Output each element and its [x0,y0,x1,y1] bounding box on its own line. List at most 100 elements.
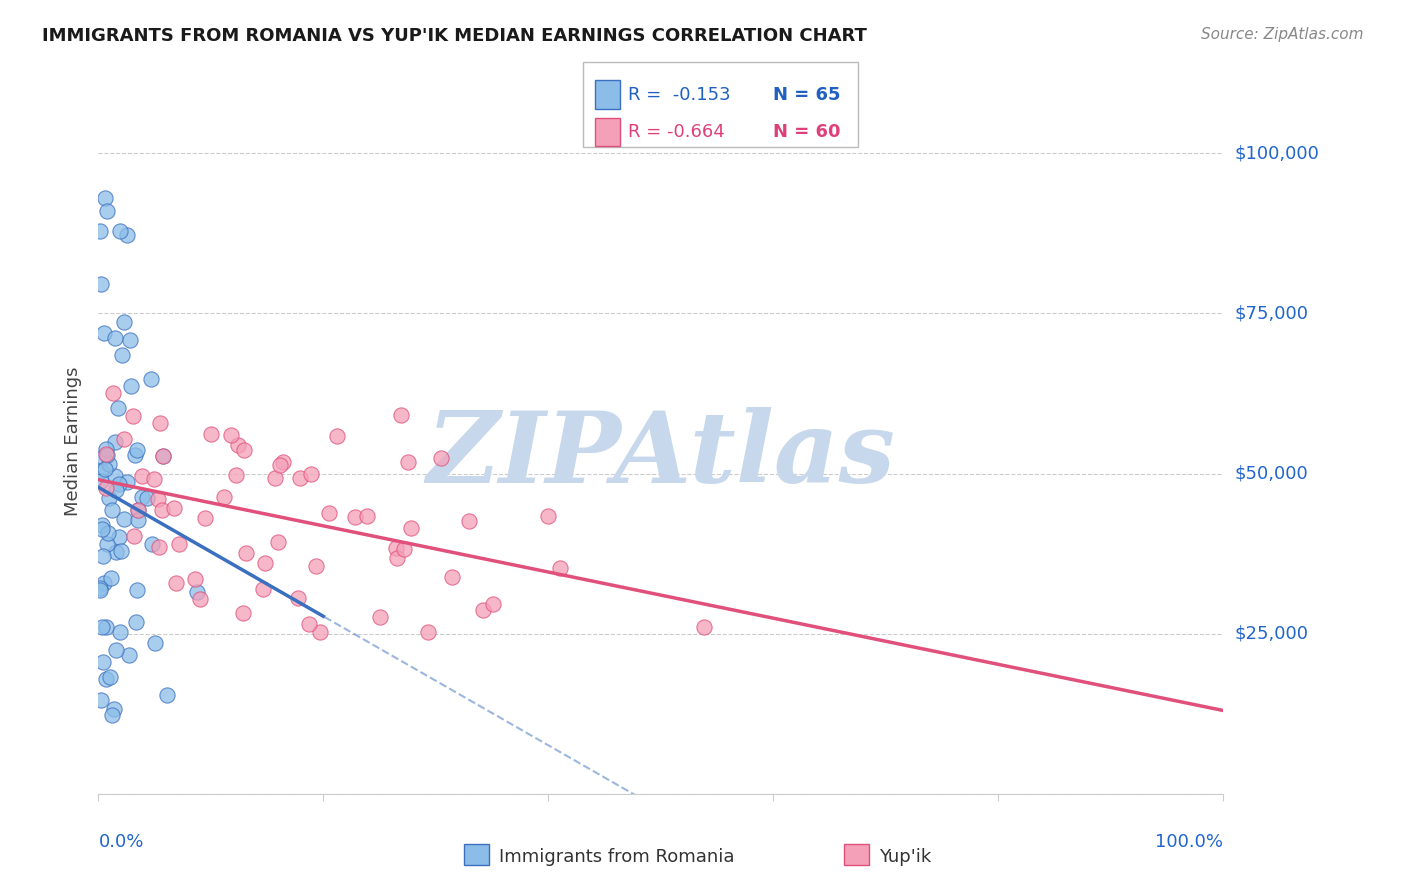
Point [125,615,148,629]
Point [167,537,190,551]
Point [89,583,111,598]
Point [112,512,135,526]
Point [693,620,716,634]
Text: ZIPAtlas: ZIPAtlas [426,408,896,504]
Point [93,191,115,205]
Point [91,620,114,634]
Point [287,591,309,605]
Point [105,642,128,657]
Point [104,331,127,345]
Point [131,469,153,483]
Point [152,450,174,464]
Point [142,472,165,486]
Point [233,442,256,457]
Point [150,503,173,517]
Point [122,529,145,543]
Point [396,455,419,469]
Point [269,458,291,473]
Point [226,438,249,452]
Point [96,442,118,456]
Point [96,537,118,551]
Point [89,464,111,478]
Text: R = -0.664: R = -0.664 [628,123,725,141]
Point [212,490,235,504]
Point [264,471,287,485]
Point [200,426,222,441]
Point [267,535,290,549]
Point [111,348,134,362]
Point [115,227,138,242]
Point [457,515,479,529]
Point [96,673,118,687]
Point [304,558,326,573]
Point [93,655,115,669]
Point [118,648,141,663]
Point [135,491,157,505]
Point [472,603,495,617]
Point [186,585,208,599]
Point [97,526,120,541]
Point [104,483,127,498]
Point [100,708,122,723]
Point [90,693,112,707]
Text: Immigrants from Romania: Immigrants from Romania [499,848,734,866]
Point [100,571,122,585]
Point [101,503,124,517]
Point [96,203,118,218]
Point [120,378,142,392]
Text: $75,000: $75,000 [1234,304,1309,322]
Point [101,386,124,401]
Point [93,576,115,591]
Text: N = 65: N = 65 [773,86,841,103]
Text: 0.0%: 0.0% [98,833,143,851]
Text: 100.0%: 100.0% [1156,833,1223,851]
Point [108,224,131,238]
Point [103,469,125,483]
Point [93,326,115,340]
Point [89,581,111,595]
Point [93,549,115,563]
Point [298,616,321,631]
Point [108,476,131,491]
Point [94,447,117,461]
Point [389,408,412,422]
Point [127,502,149,516]
Point [108,624,131,639]
Point [90,518,112,533]
Point [219,427,242,442]
Point [96,620,118,634]
Point [110,543,132,558]
Point [271,455,294,469]
Point [139,372,162,386]
Point [125,582,148,597]
Text: $25,000: $25,000 [1234,624,1309,643]
Point [368,610,391,624]
Text: Yup'ik: Yup'ik [879,848,931,866]
Point [482,597,505,611]
Point [325,429,347,443]
Text: Source: ZipAtlas.com: Source: ZipAtlas.com [1201,27,1364,42]
Point [344,510,367,524]
Point [94,462,117,476]
Point [441,570,464,584]
Point [290,471,312,485]
Text: N = 60: N = 60 [773,123,841,141]
Point [254,556,277,570]
Point [105,545,128,559]
Point [127,442,149,457]
Point [91,450,114,464]
Point [107,401,129,415]
Point [98,491,121,505]
Point [97,457,120,471]
Point [548,561,571,575]
Point [114,315,136,329]
Point [399,521,422,535]
Point [103,702,125,716]
Point [537,509,560,524]
Point [143,636,166,650]
Y-axis label: Median Earnings: Median Earnings [65,367,83,516]
Point [94,481,117,495]
Point [127,503,149,517]
Point [91,522,114,536]
Point [165,576,187,591]
